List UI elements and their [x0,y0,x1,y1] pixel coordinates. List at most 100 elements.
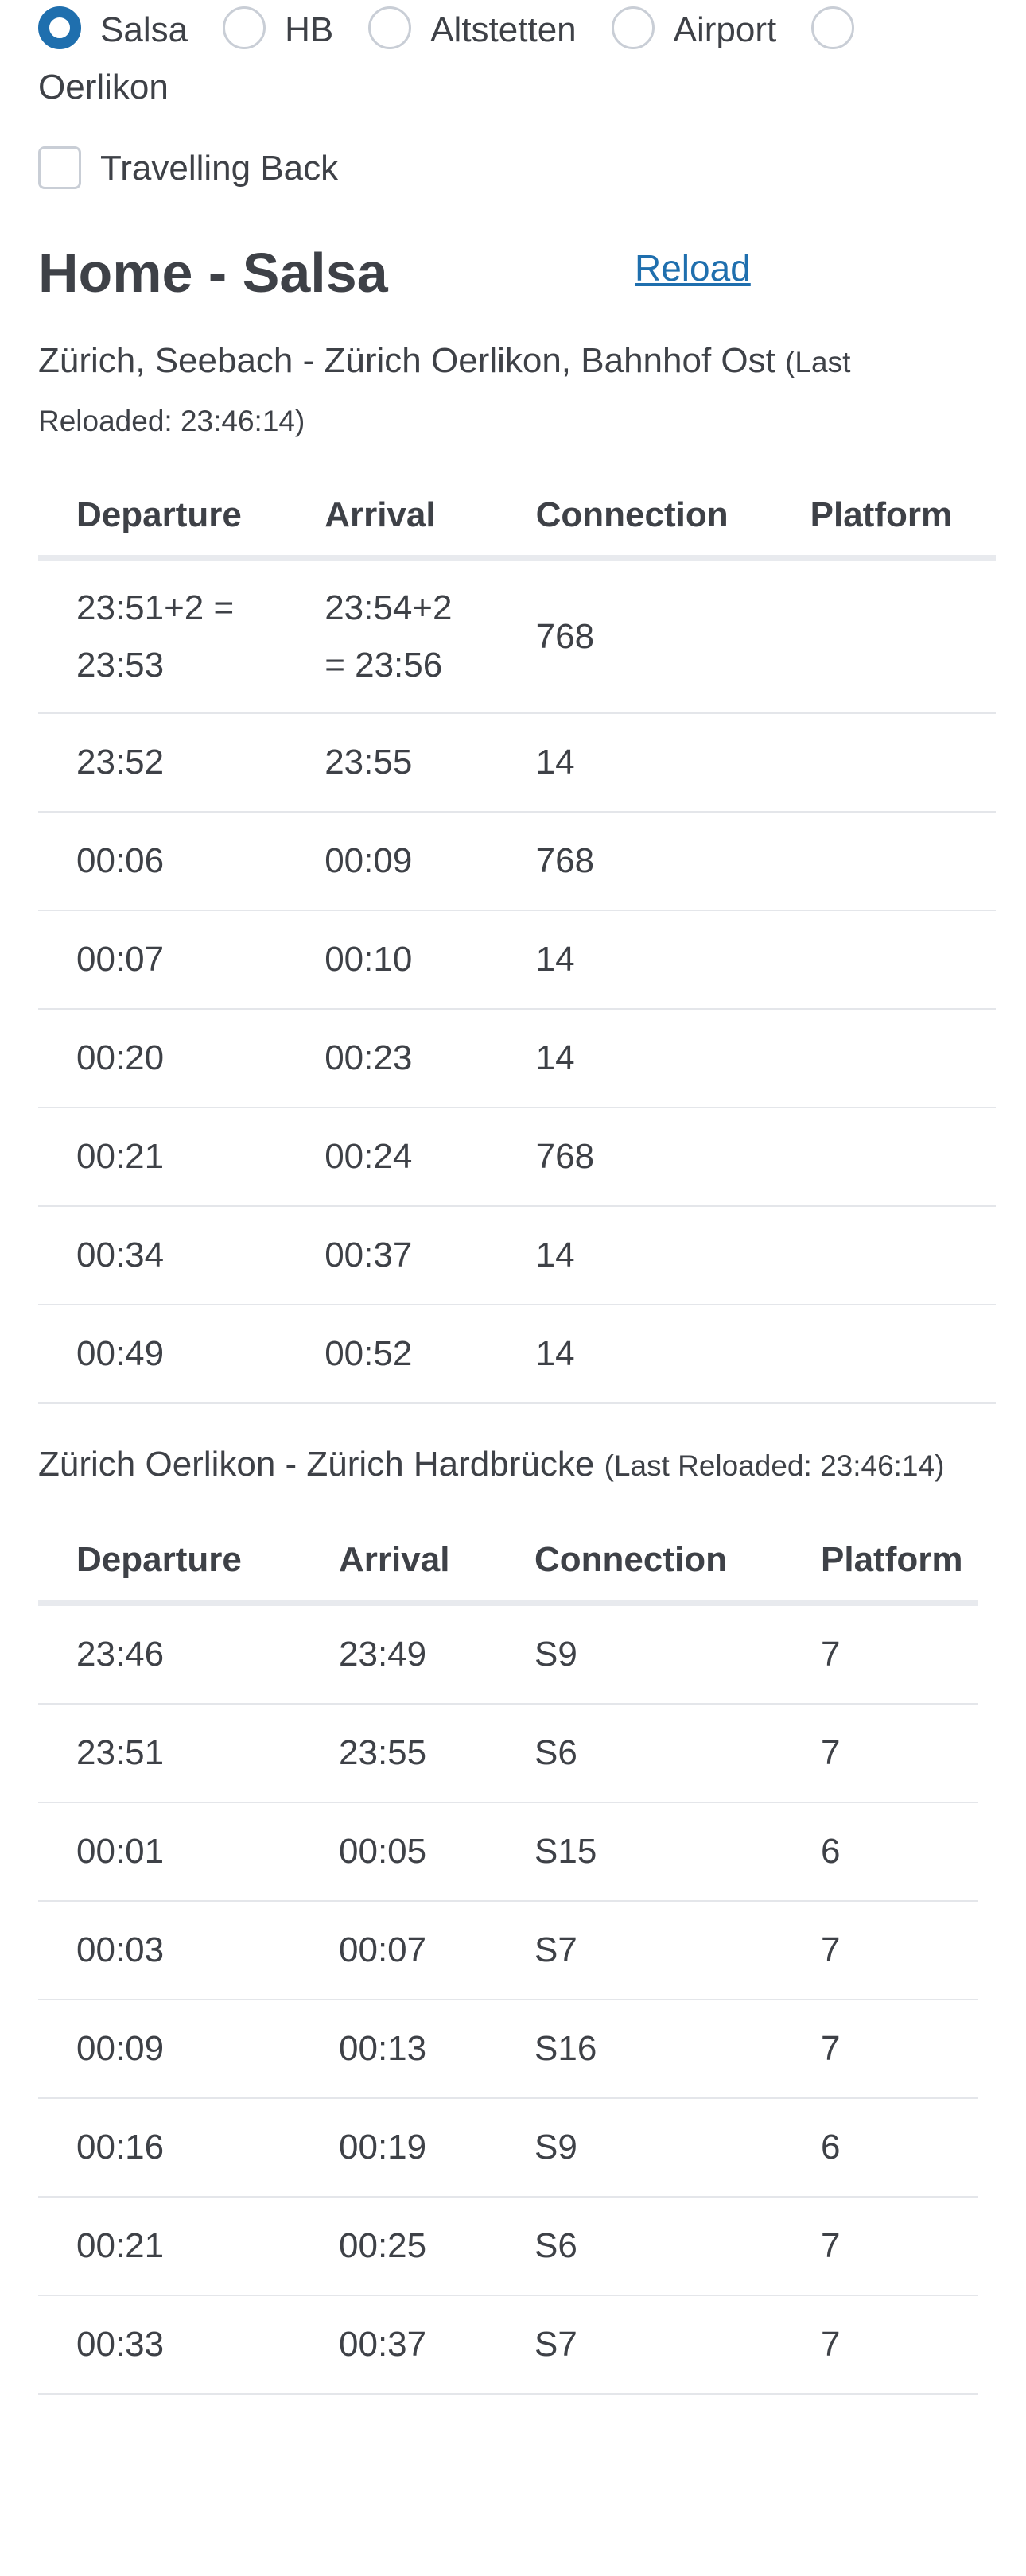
platform-cell [771,812,996,911]
column-header-platform: Platform [771,493,996,561]
arrival-cell: 00:52 [286,1305,498,1404]
arrival-cell: 00:37 [301,2295,496,2395]
table-row: 23:51 23:55 S6 7 [38,1704,979,1803]
departure-cell: 00:06 [38,812,287,911]
station-option-oerlikon[interactable]: Oerlikon [38,6,873,107]
connections-table: Departure Arrival Connection Platform 23… [38,493,996,1404]
departure-cell: 23:51+2 = 23:53 [38,558,287,714]
travelling-back-label: Travelling Back [100,149,339,188]
table-row: 00:09 00:13 S16 7 [38,2000,979,2099]
page: Salsa HB Altstetten Airport Oerlikon Travell… [38,2,996,2395]
last-reloaded: (Last Reloaded: 23:46:14) [38,346,851,437]
departure-cell: 00:07 [38,910,287,1010]
platform-cell: 7 [783,1603,979,1705]
departure-cell: 00:09 [38,2000,301,2099]
platform-cell: 7 [783,2295,979,2395]
station-option-salsa[interactable]: Salsa [38,2,188,59]
table-row: 00:34 00:37 14 [38,1206,996,1305]
arrival-cell: 00:24 [286,1108,498,1207]
arrival-cell: 00:37 [286,1206,498,1305]
route-name: Zürich, Seebach - Zürich Oerlikon, Bahnh… [38,341,775,380]
departure-cell: 00:01 [38,1802,301,1902]
arrival-cell: 00:09 [286,812,498,911]
departure-cell: 00:20 [38,1009,287,1108]
platform-cell [771,1305,996,1404]
connections-table: Departure Arrival Connection Platform 23… [38,1538,979,2395]
connection-cell: 768 [497,558,772,714]
departure-cell: 00:34 [38,1206,287,1305]
platform-cell [771,1108,996,1207]
table-row: 00:03 00:07 S7 7 [38,1901,979,2000]
departure-cell: 00:21 [38,2197,301,2296]
station-option-airport[interactable]: Airport [611,2,777,59]
connection-cell: S16 [496,2000,783,2099]
connection-cell: 768 [497,1108,772,1207]
table-row: 23:51+2 = 23:53 23:54+2 = 23:56 768 [38,558,996,714]
platform-cell: 7 [783,1901,979,2000]
connection-cell: 14 [497,1206,772,1305]
platform-cell: 6 [783,1802,979,1902]
radio-unchecked-icon[interactable] [611,6,655,49]
route-heading: Zürich, Seebach - Zürich Oerlikon, Bahnh… [38,332,988,450]
station-option-label: Salsa [100,10,188,49]
table-row: 23:52 23:55 14 [38,713,996,813]
departure-cell: 00:21 [38,1108,287,1207]
station-option-hb[interactable]: HB [223,2,333,59]
column-header-arrival: Arrival [286,493,498,561]
connection-cell: 14 [497,1009,772,1108]
departure-cell: 00:33 [38,2295,301,2395]
table-header-row: Departure Arrival Connection Platform [38,1538,979,1606]
page-title: Home - Salsa [38,242,388,304]
connection-cell: S7 [496,1901,783,2000]
reload-link[interactable]: Reload [635,247,751,289]
table-row: 00:01 00:05 S15 6 [38,1802,979,1902]
connection-cell: 14 [497,713,772,813]
platform-cell [771,1009,996,1108]
departure-cell: 00:49 [38,1305,287,1404]
departure-cell: 23:46 [38,1603,301,1705]
radio-unchecked-icon[interactable] [368,6,412,49]
table-row: 00:21 00:25 S6 7 [38,2197,979,2296]
radio-checked-icon[interactable] [38,6,81,49]
connection-cell: S15 [496,1802,783,1902]
station-option-label: Airport [673,10,777,49]
departure-cell: 00:16 [38,2098,301,2198]
connections-table-wrap[interactable]: Departure Arrival Connection Platform 23… [38,1538,996,2395]
arrival-cell: 00:13 [301,2000,496,2099]
arrival-cell: 23:55 [301,1704,496,1803]
arrival-cell: 00:07 [301,1901,496,2000]
arrival-cell: 00:19 [301,2098,496,2198]
station-option-label: HB [285,10,334,49]
connections-table-wrap[interactable]: Departure Arrival Connection Platform 23… [38,493,996,1404]
platform-cell: 7 [783,2000,979,2099]
arrival-cell: 00:10 [286,910,498,1010]
travelling-back-toggle[interactable]: Travelling Back [38,145,988,192]
platform-cell [771,713,996,813]
radio-unchecked-icon[interactable] [223,6,266,49]
table-header-row: Departure Arrival Connection Platform [38,493,996,561]
column-header-departure: Departure [38,493,287,561]
radio-unchecked-icon[interactable] [811,6,855,49]
connection-cell: S9 [496,1603,783,1705]
platform-cell: 7 [783,2197,979,2296]
last-reloaded: (Last Reloaded: 23:46:14) [604,1449,945,1482]
arrival-cell: 00:23 [286,1009,498,1108]
table-row: 00:21 00:24 768 [38,1108,996,1207]
arrival-cell: 00:25 [301,2197,496,2296]
platform-cell: 6 [783,2098,979,2198]
station-option-altstetten[interactable]: Altstetten [368,2,577,59]
connection-cell: S6 [496,2197,783,2296]
departure-cell: 00:03 [38,1901,301,2000]
column-header-connection: Connection [497,493,772,561]
platform-cell: 7 [783,1704,979,1803]
title-row: Home - Salsa Reload [38,237,988,316]
connection-cell: S7 [496,2295,783,2395]
departure-cell: 23:51 [38,1704,301,1803]
arrival-cell: 23:55 [286,713,498,813]
column-header-platform: Platform [783,1538,979,1606]
platform-cell [771,1206,996,1305]
table-row: 00:16 00:19 S9 6 [38,2098,979,2198]
connection-cell: S9 [496,2098,783,2198]
column-header-arrival: Arrival [301,1538,496,1606]
checkbox-unchecked-icon[interactable] [38,146,81,189]
